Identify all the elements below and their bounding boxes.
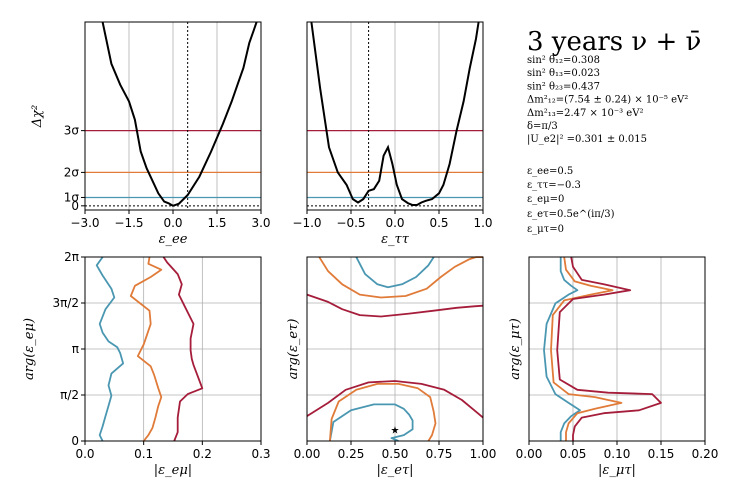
y-tick-label: 0 (71, 434, 79, 448)
parameter-line: sin² θ₂₃=0.437 (527, 81, 600, 92)
nsi-line: ε_eτ=0.5e^(iπ/3) (527, 209, 615, 220)
x-axis-label: |ε_eμ| (154, 463, 192, 478)
y-ticks: 01σ 2σ 3σ (64, 124, 85, 213)
y-ticks: 0 π/2 π 3π/2 2π (52, 250, 85, 448)
contour-line (306, 293, 484, 318)
x-tick-label: 0.0 (75, 447, 94, 461)
x-axis-label: |ε_μτ| (598, 463, 636, 478)
parameter-line: |U_e2|² =0.301 ± 0.015 (527, 134, 647, 145)
x-ticks: −3.0 −1.5 0.0 1.5 3.0 (70, 210, 271, 230)
parameter-line: Δm²₁₂=(7.54 ± 0.24) × 10⁻⁵ eV² (527, 95, 688, 106)
parameter-line: sin² θ₁₃=0.023 (527, 68, 600, 79)
y-tick-label: π/2 (60, 388, 79, 402)
x-tick-label: −3.0 (70, 216, 99, 230)
panel-eps-emu: 0.0 0.1 0.2 0.3 0 π/2 π 3π/2 2π |ε_eμ| arg(ε_eμ… (22, 250, 271, 478)
parameter-line: sin² θ₁₂=0.308 (527, 55, 600, 66)
contour-line (355, 256, 435, 289)
contours (95, 256, 204, 442)
y-tick-label: 0 (71, 199, 79, 213)
x-tick-label: −1.5 (114, 216, 143, 230)
y-tick-label: 1σ (64, 190, 80, 204)
contour-line (329, 383, 437, 442)
parameter-line: Δm²₁₃=2.47 × 10⁻³ eV² (527, 108, 643, 119)
contour-line (556, 256, 662, 441)
x-tick-label: 0.05 (560, 447, 587, 461)
oscillation-parameters: sin² θ₁₂=0.308 sin² θ₁₃=0.023 sin² θ₂₃=0.4… (527, 55, 688, 145)
contour-line (95, 256, 124, 442)
x-tick-label: 0.2 (193, 447, 212, 461)
sigma-lines (85, 129, 261, 199)
grid (528, 256, 706, 442)
grid (84, 22, 262, 210)
x-tick-label: −0.5 (336, 216, 365, 230)
annotation-title: 3 years ν + ν̄ (527, 27, 701, 57)
y-tick-label: 2σ (64, 165, 80, 179)
x-tick-label: 0.0 (385, 216, 404, 230)
x-tick-label: 0.00 (294, 447, 321, 461)
x-tick-label: 0.50 (382, 447, 409, 461)
panel-eps-ee: −3.0 −1.5 0.0 1.5 3.0 01σ 2σ 3σ ε_ee Δχ² (30, 21, 271, 247)
best-fit-star-icon: ★ (391, 425, 400, 436)
contour-line (129, 256, 163, 442)
nsi-line: ε_ττ=−0.3 (527, 180, 581, 191)
contour-line (306, 380, 484, 419)
contour-line (543, 257, 581, 441)
x-tick-label: 0.15 (648, 447, 675, 461)
y-axis-label: arg(ε_μτ) (508, 318, 523, 380)
y-axis-label: Δχ² (30, 105, 45, 128)
parameter-line: δ=π/3 (527, 121, 558, 132)
chi2-curve (101, 21, 258, 207)
x-tick-label: 0.25 (338, 447, 365, 461)
grid (306, 22, 484, 210)
grid (84, 256, 262, 442)
x-tick-label: 0.00 (516, 447, 543, 461)
x-axis-label: ε_ττ (381, 232, 410, 247)
x-tick-label: 0.5 (429, 216, 448, 230)
contour-line (318, 256, 483, 299)
x-tick-label: −1.0 (292, 216, 321, 230)
contours (306, 256, 484, 442)
x-tick-label: 0.0 (163, 216, 182, 230)
x-tick-label: 0.1 (134, 447, 153, 461)
panel-eps-mutau: 0.00 0.05 0.10 0.15 0.20 |ε_μτ| arg(ε_μτ) (508, 256, 719, 478)
y-tick-label: 3σ (64, 124, 80, 138)
x-ticks: 0.00 0.05 0.10 0.15 0.20 (516, 441, 719, 461)
x-ticks: 0.00 0.25 0.50 0.75 1.00 (294, 441, 497, 461)
contour-line (329, 403, 414, 442)
y-axis-label: arg(ε_eμ) (22, 318, 37, 380)
y-tick-label: π (72, 342, 79, 356)
y-tick-label: 2π (64, 250, 79, 264)
panel-eps-tautau: −1.0 −0.5 0.0 0.5 1.0 ε_ττ (292, 21, 493, 247)
y-tick-label: 3π/2 (52, 296, 79, 310)
x-axis-label: ε_ee (159, 232, 188, 247)
x-ticks: −1.0 −0.5 0.0 0.5 1.0 (292, 210, 493, 230)
x-tick-label: 0.10 (604, 447, 631, 461)
x-ticks: 0.0 0.1 0.2 0.3 (75, 441, 271, 461)
x-tick-label: 0.3 (251, 447, 270, 461)
chi2-curve (310, 21, 480, 206)
nsi-line: ε_μτ=0 (527, 224, 564, 235)
x-tick-label: 1.0 (473, 216, 492, 230)
nsi-line: ε_eμ=0 (527, 194, 564, 205)
parameter-annotation: 3 years ν + ν̄ sin² θ₁₂=0.308 sin² θ₁₃=0.… (527, 27, 701, 235)
x-tick-label: 1.00 (470, 447, 497, 461)
y-axis-label: arg(ε_eτ) (286, 319, 301, 380)
x-tick-label: 0.20 (692, 447, 719, 461)
x-axis-label: |ε_eτ| (376, 463, 413, 478)
contours (543, 256, 662, 441)
x-tick-label: 0.75 (426, 447, 453, 461)
x-tick-label: 3.0 (251, 216, 270, 230)
x-tick-label: 1.5 (207, 216, 226, 230)
nsi-parameters: ε_ee=0.5 ε_ττ=−0.3 ε_eμ=0 ε_eτ=0.5e^(iπ/3) ε… (527, 166, 615, 235)
panel-eps-etau: ★ 0.00 0.25 0.50 0.75 1.00 |ε_eτ| arg(ε_eτ) (286, 256, 497, 478)
contour-line (162, 256, 204, 442)
nsi-line: ε_ee=0.5 (527, 166, 573, 177)
contour-line (550, 256, 623, 441)
